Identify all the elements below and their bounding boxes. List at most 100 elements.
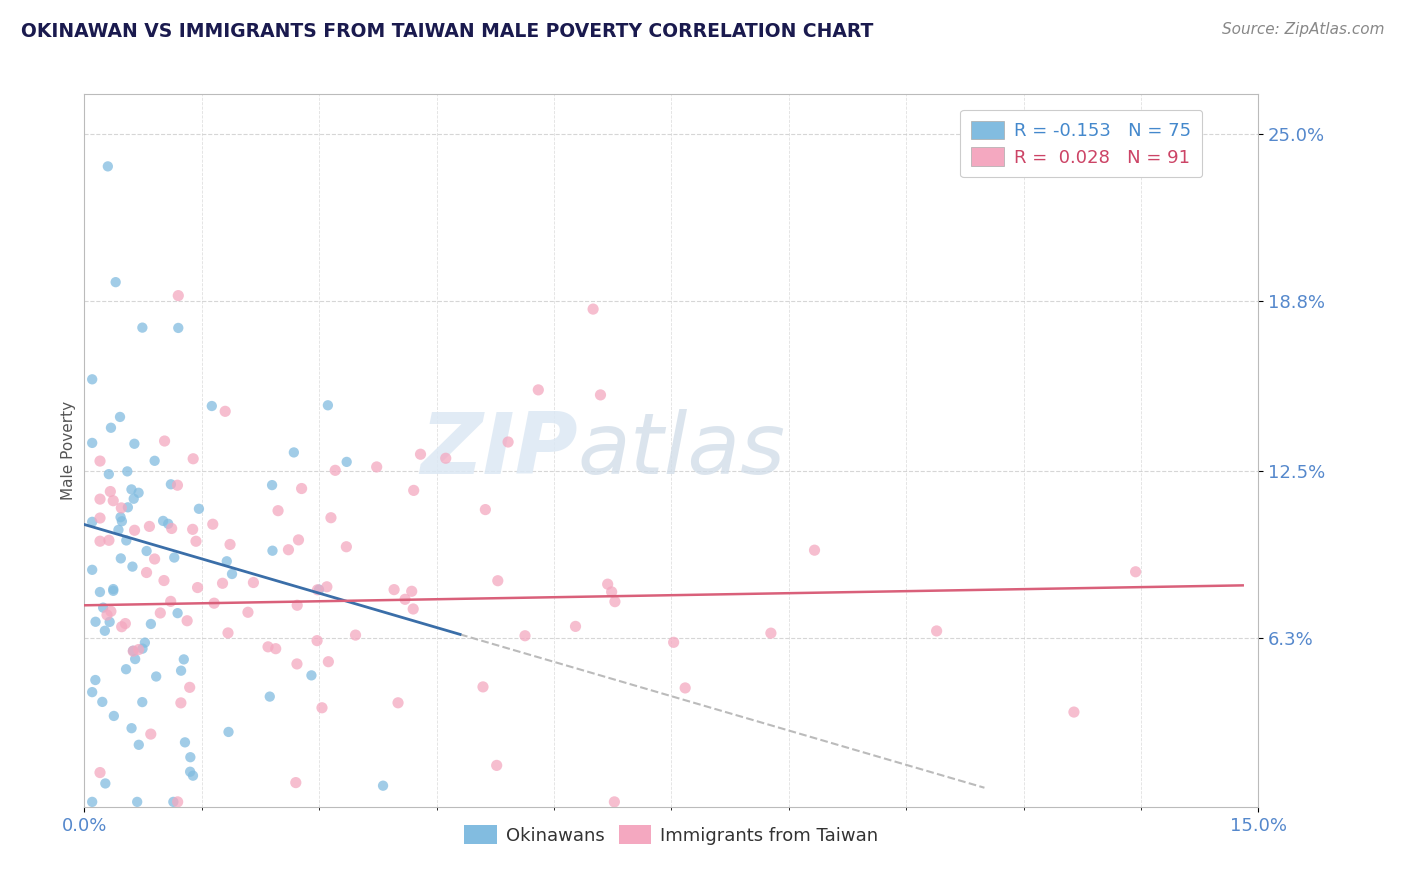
Point [111,514,134,528]
Point [108,409,131,424]
Point [344,628,367,642]
Point [236,605,259,619]
Text: ZIP: ZIP [420,409,578,492]
Point [89,454,111,468]
Point [143,552,166,566]
Point [513,629,536,643]
Point [582,302,605,317]
Point [474,502,496,516]
Point [131,695,153,709]
Text: atlas: atlas [578,409,786,492]
Point [153,434,176,448]
Point [124,652,146,666]
Point [167,288,190,302]
Point [486,574,509,588]
Point [170,664,193,678]
Point [128,738,150,752]
Point [166,478,188,492]
Point [285,657,308,671]
Point [100,421,122,435]
Point [103,493,125,508]
Point [114,616,136,631]
Point [181,451,204,466]
Point [201,399,224,413]
Point [145,669,167,683]
Point [600,585,623,599]
Point [315,580,337,594]
Point [219,537,242,551]
Point [149,606,172,620]
Point [131,641,153,656]
Point [335,540,357,554]
Point [409,447,432,461]
Point [128,642,150,657]
Point [120,483,142,497]
Point [84,673,107,687]
Point [139,617,162,632]
Point [319,510,342,524]
Point [122,644,145,658]
Point [107,523,129,537]
Point [318,655,340,669]
Point [215,554,238,568]
Point [117,464,139,478]
Point [394,592,416,607]
Point [122,491,145,506]
Point [217,626,239,640]
Point [110,551,132,566]
Point [662,635,685,649]
Point [187,581,209,595]
Point [187,501,209,516]
Point [115,533,138,548]
Point [174,735,197,749]
Point [138,519,160,533]
Point [153,574,176,588]
Point [336,455,359,469]
Point [143,454,166,468]
Text: OKINAWAN VS IMMIGRANTS FROM TAIWAN MALE POVERTY CORRELATION CHART: OKINAWAN VS IMMIGRANTS FROM TAIWAN MALE … [21,22,873,41]
Point [111,620,134,634]
Point [103,582,125,596]
Y-axis label: Male Poverty: Male Poverty [60,401,76,500]
Point [211,576,233,591]
Point [160,521,183,535]
Point [128,485,150,500]
Point [89,511,111,525]
Point [259,690,281,704]
Point [167,321,190,335]
Point [603,795,626,809]
Point [803,543,825,558]
Point [472,680,495,694]
Point [589,388,612,402]
Point [82,515,104,529]
Point [159,594,181,608]
Point [104,275,127,289]
Point [166,606,188,620]
Point [1125,565,1147,579]
Point [89,765,111,780]
Point [307,582,329,597]
Point [1063,705,1085,719]
Point [170,696,193,710]
Point [402,602,425,616]
Point [316,398,339,412]
Point [401,584,423,599]
Point [201,517,224,532]
Point [291,482,314,496]
Point [139,727,162,741]
Point [257,640,280,654]
Point [285,599,308,613]
Point [308,582,330,597]
Point [402,483,425,498]
Point [131,320,153,334]
Point [485,758,508,772]
Point [603,595,626,609]
Point [925,624,948,638]
Point [287,533,309,547]
Point [89,492,111,507]
Point [311,700,333,714]
Point [496,435,519,450]
Point [596,577,619,591]
Point [382,582,405,597]
Point [173,652,195,666]
